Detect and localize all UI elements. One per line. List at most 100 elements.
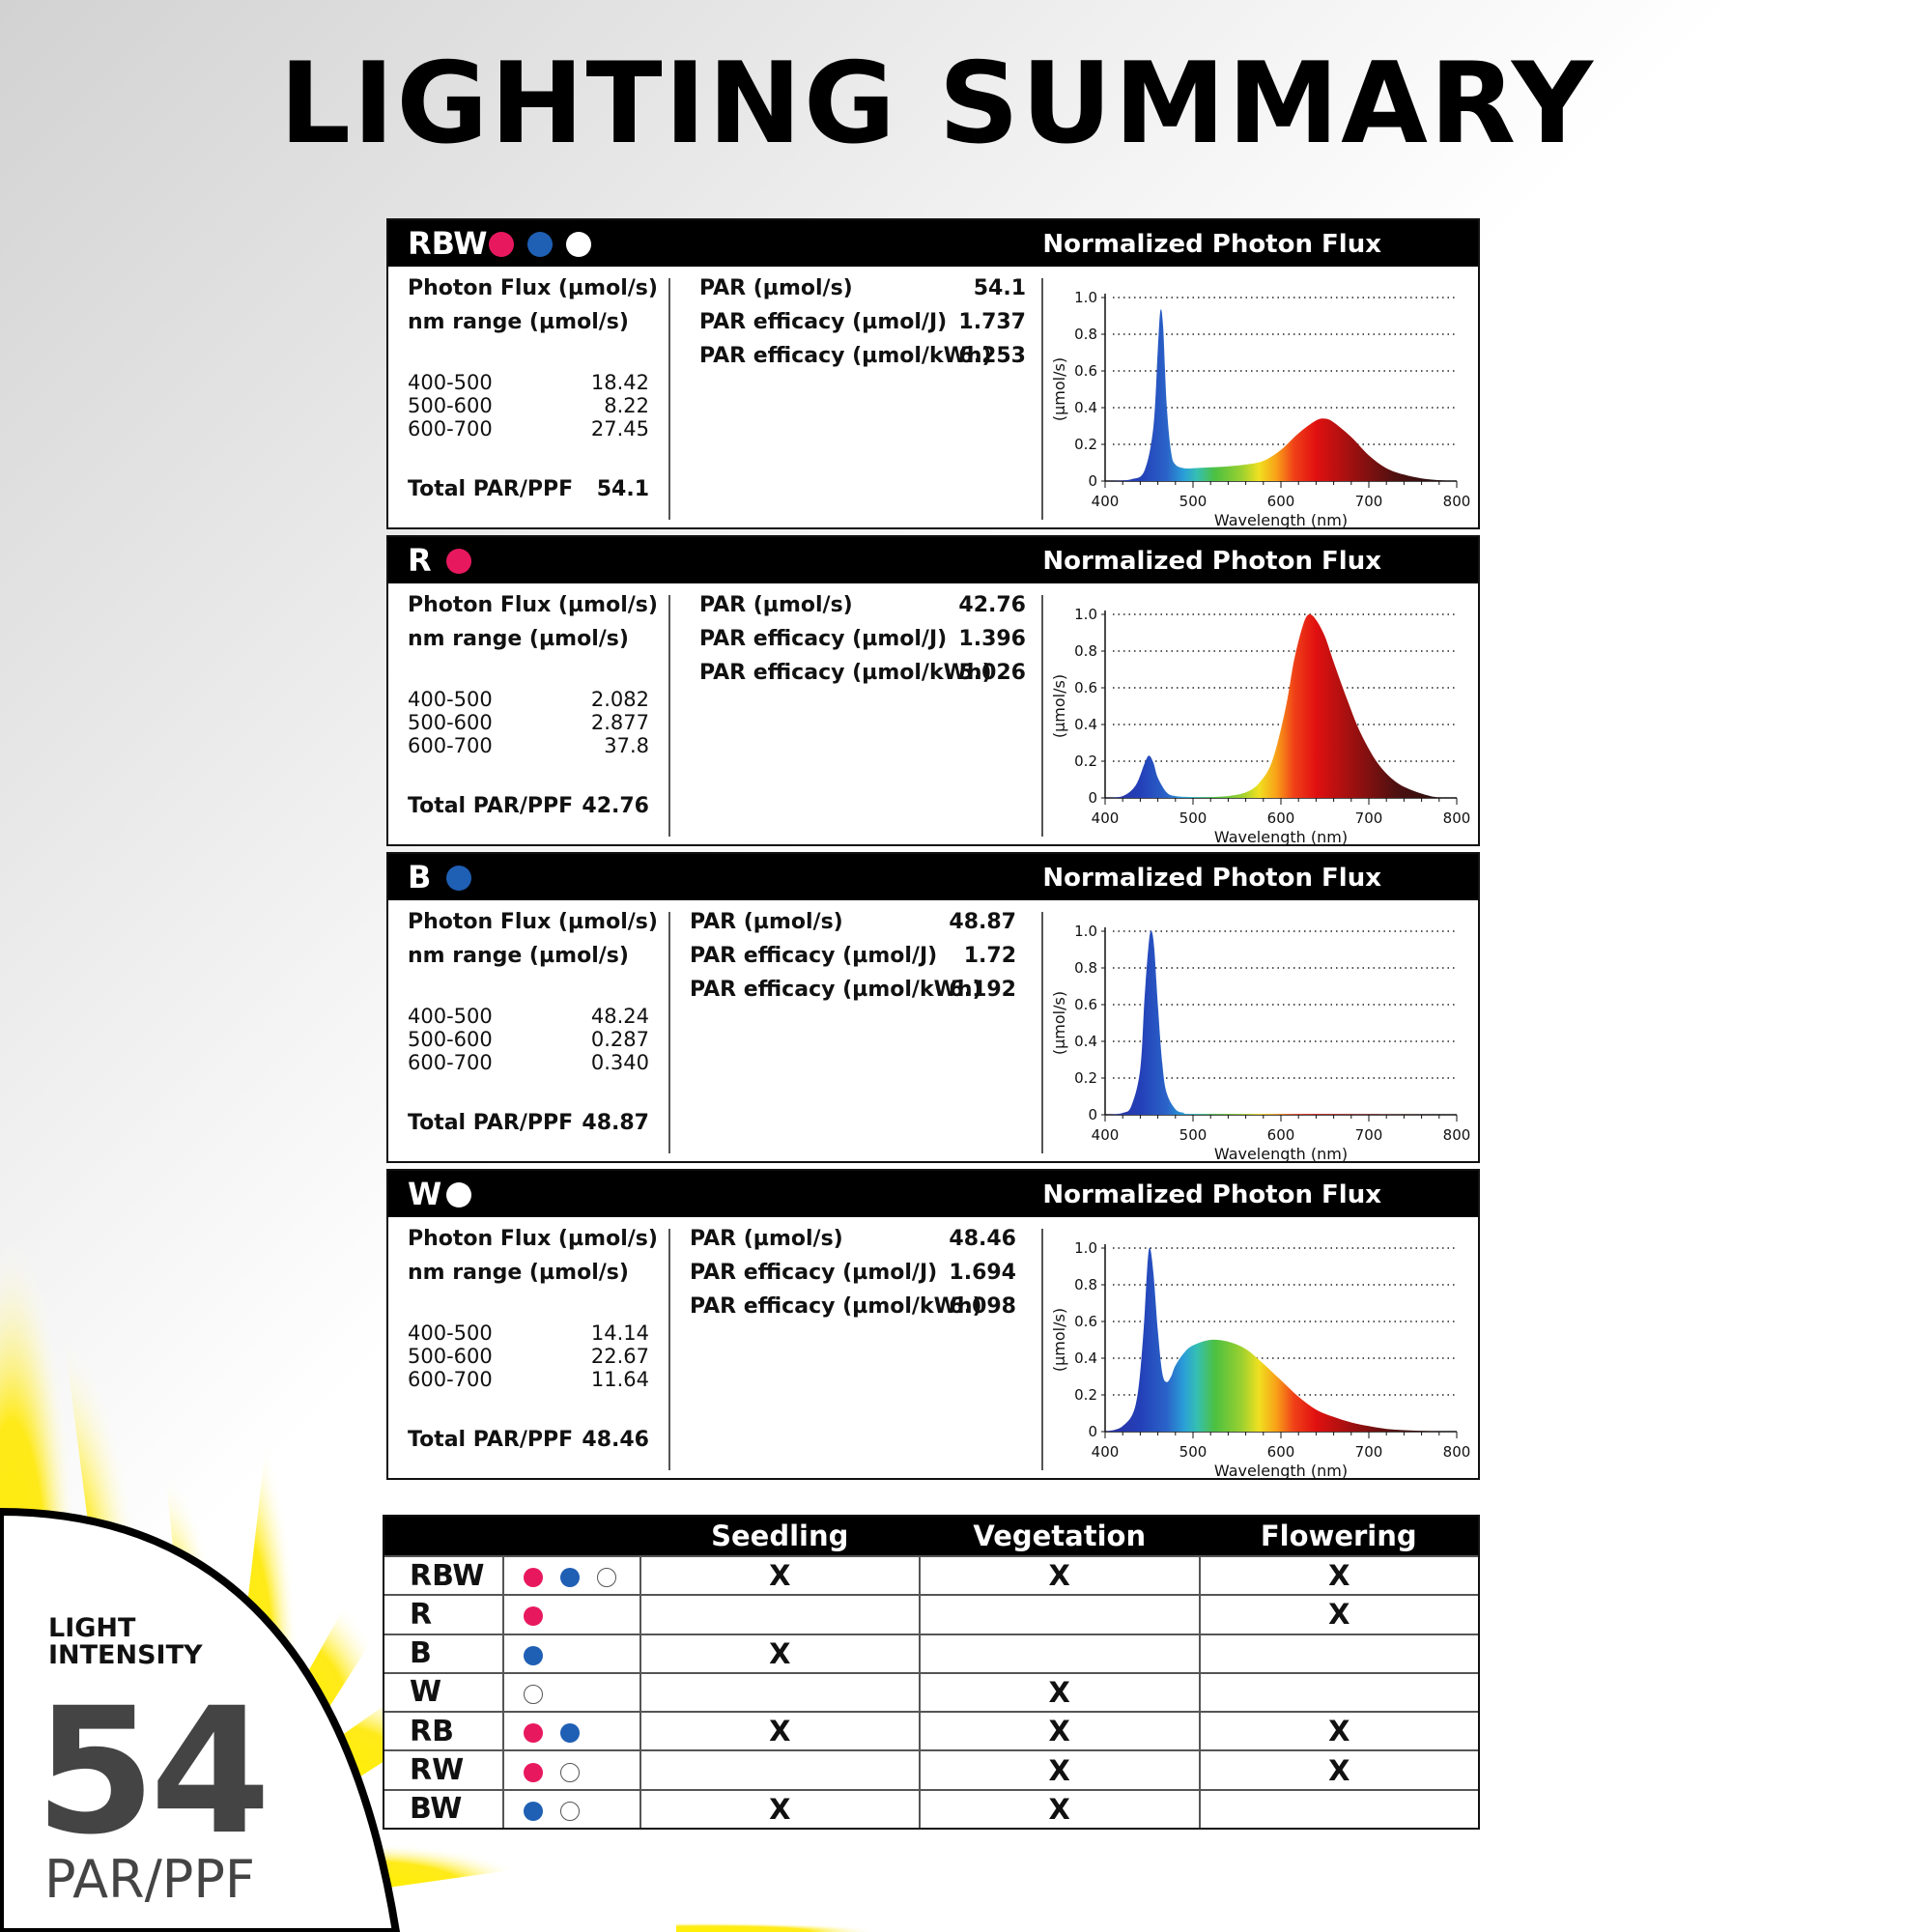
y-tick-label: 0.4 bbox=[1074, 1350, 1097, 1367]
par-efficacy-kwh-label: PAR efficacy (µmol/kWh) bbox=[690, 1294, 982, 1319]
chart-title: Normalized Photon Flux bbox=[1042, 230, 1381, 259]
flowering-cell: X bbox=[1198, 1594, 1478, 1634]
blue-dot-icon bbox=[446, 866, 471, 891]
y-tick-label: 0.8 bbox=[1074, 1276, 1097, 1293]
column-divider bbox=[1041, 1229, 1043, 1470]
range-value: 0.287 bbox=[590, 1028, 649, 1051]
y-tick-label: 0.6 bbox=[1074, 679, 1097, 696]
spectrum-chart: 0 0.2 0.4 0.6 0.8 1.0 400 500 600 700 800 Wavelengt… bbox=[1050, 1239, 1471, 1478]
usage-table: Seedling Vegetation Flowering RBW X X X R X B X… bbox=[383, 1515, 1480, 1830]
y-tick-label: 1.0 bbox=[1074, 606, 1097, 623]
y-axis-label: (µmol/s) bbox=[1050, 991, 1068, 1055]
white-dot-icon bbox=[566, 232, 591, 257]
usage-header-flowering: Flowering bbox=[1199, 1517, 1478, 1556]
par-efficacy-j-label: PAR efficacy (µmol/J) bbox=[690, 944, 938, 968]
y-tick-label: 0.8 bbox=[1074, 326, 1097, 343]
y-tick-label: 0.4 bbox=[1074, 399, 1097, 416]
spectrum-panel-r: R Normalized Photon Flux Photon Flux (µmol… bbox=[386, 535, 1480, 846]
blue-dot-icon bbox=[523, 1645, 543, 1665]
intensity-label: LIGHT INTENSITY bbox=[48, 1613, 203, 1670]
par-label: PAR (µmol/s) bbox=[690, 1227, 843, 1251]
range-value: 8.22 bbox=[604, 394, 649, 417]
usage-row-rbw: RBW X X X bbox=[384, 1554, 1478, 1596]
range-label: 500-600 bbox=[408, 394, 493, 417]
par-efficacy-j-value: 1.72 bbox=[963, 944, 1016, 968]
vegetation-cell: X bbox=[918, 1749, 1200, 1790]
x-axis-label: Wavelength (nm) bbox=[1214, 1145, 1348, 1161]
total-label: Total PAR/PPF bbox=[408, 1111, 574, 1135]
seedling-cell: X bbox=[639, 1633, 920, 1673]
column-divider bbox=[668, 278, 670, 520]
y-axis-label: (µmol/s) bbox=[1050, 357, 1068, 421]
column-divider bbox=[1041, 912, 1043, 1153]
par-value: 48.87 bbox=[949, 910, 1016, 934]
usage-row-rw: RW X X bbox=[384, 1749, 1478, 1790]
par-efficacy-kwh-value: 6.098 bbox=[949, 1294, 1016, 1319]
intensity-value: 54 bbox=[35, 1671, 270, 1873]
panel-header: B Normalized Photon Flux bbox=[388, 854, 1478, 900]
x-tick-label: 500 bbox=[1179, 1443, 1208, 1461]
usage-row-name: B bbox=[384, 1633, 503, 1673]
flowering-cell bbox=[1198, 1671, 1478, 1713]
y-tick-label: 0.2 bbox=[1074, 1386, 1097, 1404]
x-tick-label: 500 bbox=[1179, 1126, 1208, 1144]
y-tick-label: 0.2 bbox=[1074, 1069, 1097, 1087]
spectrum-chart: 0 0.2 0.4 0.6 0.8 1.0 400 500 600 700 800 Wavelengt… bbox=[1050, 923, 1470, 1161]
range-value: 18.42 bbox=[590, 371, 649, 394]
spectrum-panel-w: W Normalized Photon Flux Photon Flux (µmol… bbox=[386, 1169, 1480, 1480]
y-tick-label: 1.0 bbox=[1074, 1239, 1097, 1257]
x-tick-label: 800 bbox=[1443, 493, 1471, 510]
x-tick-label: 700 bbox=[1355, 1126, 1383, 1144]
par-efficacy-j-label: PAR efficacy (µmol/J) bbox=[699, 627, 948, 651]
photon-flux-label: Photon Flux (µmol/s) bbox=[408, 1227, 658, 1251]
photon-flux-column: Photon Flux (µmol/s) nm range (µmol/s) 400… bbox=[408, 276, 658, 522]
range-value: 2.877 bbox=[590, 711, 649, 734]
usage-row-dots bbox=[501, 1749, 640, 1790]
photon-flux-column: Photon Flux (µmol/s) nm range (µmol/s) 400… bbox=[408, 910, 658, 1155]
x-tick-label: 800 bbox=[1443, 1443, 1471, 1461]
spectrum-panel-rbw: RBW Normalized Photon Flux Photon Flux (µm… bbox=[386, 218, 1480, 529]
seedling-cell: X bbox=[639, 1554, 920, 1596]
total-label: Total PAR/PPF bbox=[408, 794, 574, 818]
range-value: 0.340 bbox=[590, 1051, 649, 1074]
par-efficacy-kwh-value: 6.253 bbox=[958, 344, 1026, 368]
seedling-cell bbox=[639, 1671, 920, 1713]
total-value: 54.1 bbox=[596, 477, 649, 501]
total-value: 42.76 bbox=[582, 794, 649, 818]
x-tick-label: 700 bbox=[1355, 810, 1383, 827]
range-value: 14.14 bbox=[590, 1321, 649, 1345]
nm-range-label: nm range (µmol/s) bbox=[408, 1261, 629, 1285]
y-tick-label: 0.6 bbox=[1074, 996, 1097, 1013]
blue-dot-icon bbox=[527, 232, 553, 257]
y-tick-label: 0.8 bbox=[1074, 642, 1097, 660]
flowering-cell: X bbox=[1198, 1554, 1478, 1596]
spectrum-panel-b: B Normalized Photon Flux Photon Flux (µmol… bbox=[386, 852, 1480, 1163]
x-tick-label: 800 bbox=[1443, 810, 1471, 827]
page-title: LIGHTING SUMMARY bbox=[279, 39, 1595, 169]
red-dot-icon bbox=[446, 549, 471, 574]
usage-row-dots bbox=[501, 1711, 640, 1751]
par-efficacy-j-value: 1.694 bbox=[949, 1261, 1016, 1285]
x-tick-label: 400 bbox=[1092, 810, 1120, 827]
seedling-cell: X bbox=[639, 1788, 920, 1828]
par-efficacy-kwh-label: PAR efficacy (µmol/kWh) bbox=[690, 978, 982, 1002]
vegetation-cell: X bbox=[918, 1554, 1200, 1596]
flowering-cell: X bbox=[1198, 1711, 1478, 1751]
photon-flux-label: Photon Flux (µmol/s) bbox=[408, 593, 658, 617]
red-dot-icon bbox=[489, 232, 514, 257]
y-tick-label: 0.6 bbox=[1074, 362, 1097, 380]
par-efficacy-kwh-label: PAR efficacy (µmol/kWh) bbox=[699, 344, 992, 368]
y-tick-label: 0.8 bbox=[1074, 959, 1097, 977]
usage-row-name: RW bbox=[384, 1749, 503, 1790]
usage-row-name: W bbox=[384, 1671, 503, 1713]
range-label: 500-600 bbox=[408, 1028, 493, 1051]
x-tick-label: 500 bbox=[1179, 493, 1208, 510]
usage-header-seedling: Seedling bbox=[639, 1517, 920, 1556]
y-tick-label: 0 bbox=[1088, 789, 1097, 807]
par-efficacy-kwh-value: 5.026 bbox=[958, 661, 1026, 685]
par-value: 48.46 bbox=[949, 1227, 1016, 1251]
y-axis-label: (µmol/s) bbox=[1050, 674, 1068, 738]
white-dot-icon bbox=[446, 1182, 471, 1208]
range-value: 37.8 bbox=[604, 734, 649, 757]
